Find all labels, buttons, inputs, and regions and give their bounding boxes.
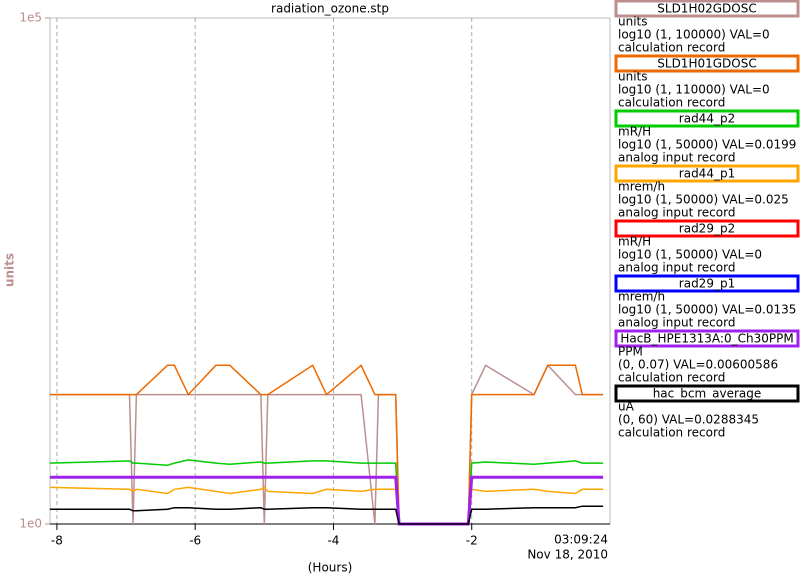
legend-range: log10 (1, 50000) VAL=0 (618, 248, 762, 262)
legend-box[interactable] (614, 274, 800, 293)
legend-name: rad29_p2 (679, 222, 735, 236)
legend-name: SLD1H02GDOSC (657, 2, 756, 16)
legend-box[interactable] (614, 329, 800, 348)
legend-range: log10 (1, 50000) VAL=0.025 (618, 193, 789, 207)
legend-range: log10 (1, 110000) VAL=0 (618, 83, 770, 97)
series-line (50, 505, 604, 525)
legend-record: analog input record (618, 316, 735, 330)
legend-record: calculation record (618, 96, 725, 110)
legend-range: (0, 0.07) VAL=0.00600586 (618, 358, 778, 372)
x-axis-label: (Hours) (308, 561, 353, 575)
legend-range: (0, 60) VAL=0.0288345 (618, 413, 759, 427)
legend-range: log10 (1, 50000) VAL=0.0135 (618, 303, 796, 317)
series-line (49, 486, 604, 525)
legend-record: calculation record (618, 371, 725, 385)
legend-unit: PPM (618, 345, 643, 359)
legend-name: SLD1H01GDOSC (657, 57, 756, 71)
legend-name: hac_bcm_average (653, 387, 762, 401)
legend-box[interactable] (614, 164, 800, 183)
legend-range: log10 (1, 100000) VAL=0 (618, 28, 770, 42)
legend-name: rad44_p2 (679, 112, 735, 126)
y-tick-label: 1e5 (19, 11, 42, 25)
series-line (50, 475, 604, 526)
legend-unit: mR/H (618, 235, 651, 249)
x-tick-label: -6 (189, 534, 201, 548)
legend-range: log10 (1, 50000) VAL=0.0199 (618, 138, 796, 152)
legend-box[interactable] (614, 0, 800, 18)
series-line (49, 459, 604, 525)
legend-record: calculation record (618, 426, 725, 440)
legend-unit: mrem/h (618, 290, 665, 304)
legend-box[interactable] (614, 219, 800, 238)
legend-unit: mrem/h (618, 180, 665, 194)
legend-box[interactable] (614, 54, 800, 73)
y-axis-label: units (3, 253, 17, 287)
legend-box[interactable] (614, 384, 800, 403)
date-label: Nov 18, 2010 (527, 548, 608, 562)
legend-name: rad29_p1 (679, 277, 735, 291)
chart-title: radiation_ozone.stp (271, 2, 389, 16)
y-tick-label: 1e0 (19, 517, 42, 531)
legend-record: analog input record (618, 151, 735, 165)
x-tick-label: -8 (51, 534, 63, 548)
series-line (50, 364, 604, 525)
legend-unit: units (618, 70, 648, 84)
legend-record: analog input record (618, 261, 735, 275)
legend-name: HacB_HPE1313A:0_Ch30PPM (620, 332, 793, 346)
legend-name: rad44_p1 (679, 167, 735, 181)
legend-unit: uA (618, 400, 635, 414)
x-tick-label: -4 (327, 534, 339, 548)
legend-box[interactable] (614, 109, 800, 128)
legend-record: analog input record (618, 206, 735, 220)
time-label: 03:09:24 (554, 533, 608, 547)
legend-record: calculation record (618, 41, 725, 55)
x-tick-label: -2 (466, 534, 478, 548)
legend-unit: units (618, 15, 648, 29)
plot-area (49, 17, 611, 525)
legend-unit: mR/H (618, 125, 651, 139)
